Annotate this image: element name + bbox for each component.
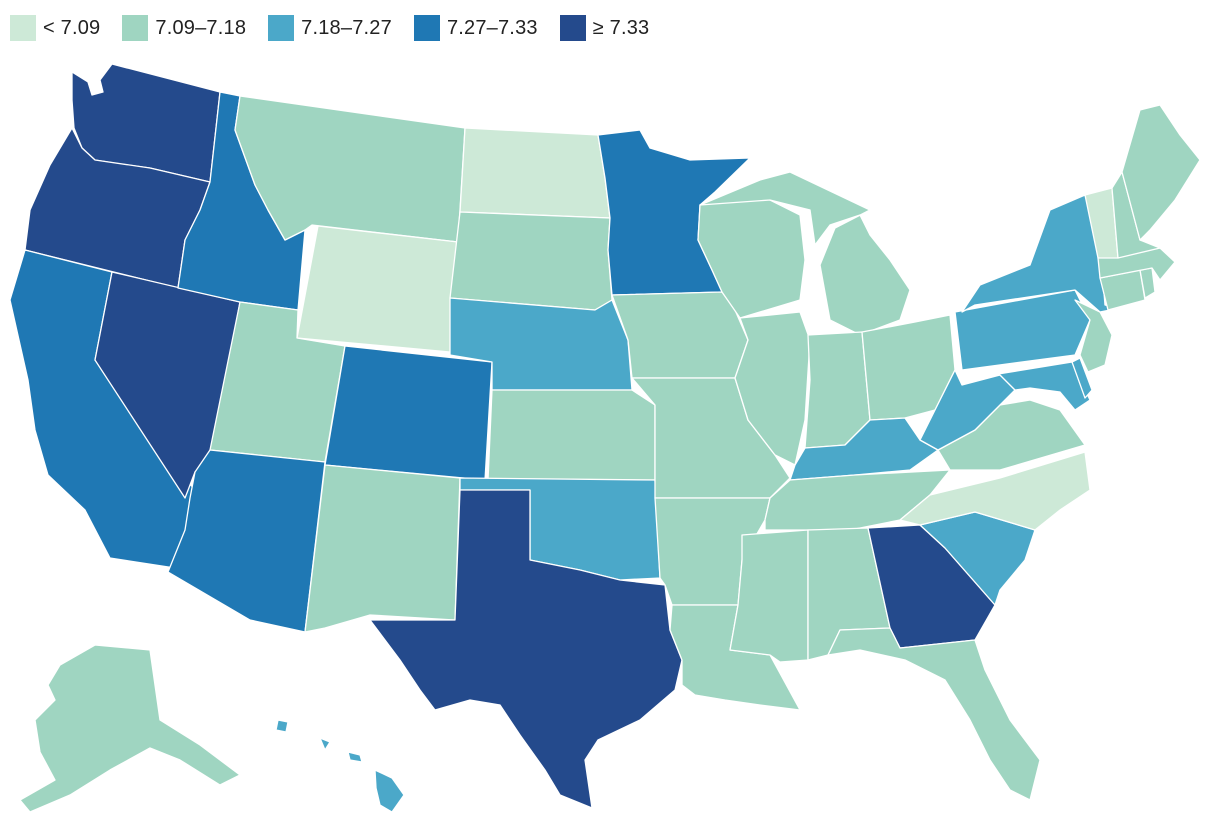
legend-swatch [10,15,36,41]
state-south-dakota[interactable] [449,211,613,311]
legend-label: 7.27–7.33 [446,16,538,39]
legend-swatch [413,15,440,41]
legend-label: ≥ 7.33 [592,16,650,39]
legend-item: 7.09–7.18 [122,15,246,41]
state-illinois[interactable] [734,311,811,466]
legend-swatch [559,15,586,41]
state-florida[interactable] [827,627,1041,801]
legend-label: 7.18–7.27 [301,16,392,39]
legend-swatch [122,15,149,41]
state-new-jersey[interactable] [1074,299,1113,373]
legend-swatch [268,15,295,41]
legend-item: ≥ 7.33 [559,15,650,41]
legend: < 7.09 7.09–7.18 7.18–7.27 7.27–7.33 ≥ 7… [10,12,671,44]
state-north-carolina[interactable] [899,451,1091,531]
legend-item: 7.27–7.33 [413,15,538,41]
state-new-mexico[interactable] [304,464,461,633]
state-pennsylvania[interactable] [954,289,1091,371]
state-north-dakota[interactable] [459,127,611,219]
legend-item: 7.18–7.27 [268,15,392,41]
state-alaska[interactable] [19,644,241,813]
state-maine[interactable] [1121,104,1201,241]
state-iowa[interactable] [611,291,749,379]
state-kansas[interactable] [487,389,656,481]
state-mississippi[interactable] [729,529,809,663]
state-michigan[interactable] [699,171,911,336]
legend-label: < 7.09 [43,16,101,39]
state-colorado[interactable] [324,345,493,481]
legend-label: 7.09–7.18 [155,16,247,39]
state-delaware[interactable] [1071,357,1093,399]
state-wyoming[interactable] [296,225,459,353]
legend-item: < 7.09 [10,15,100,41]
state-hawaii[interactable] [275,719,405,813]
state-texas[interactable] [369,489,683,809]
state-new-hampshire[interactable] [1111,171,1161,259]
